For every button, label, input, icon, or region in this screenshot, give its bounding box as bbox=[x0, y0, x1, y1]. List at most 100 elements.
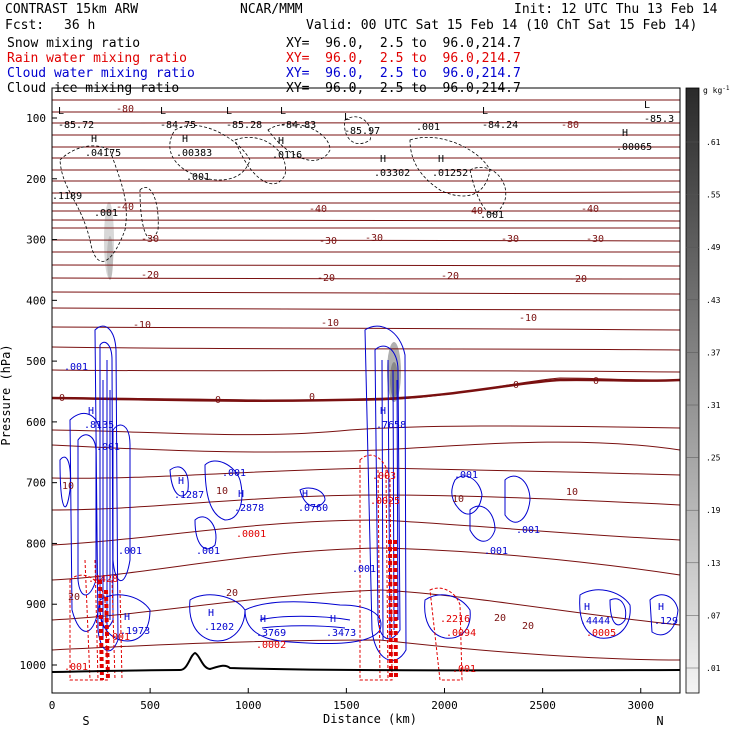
isotherm-label: 0 bbox=[309, 392, 315, 403]
rain-high-label: .2216 bbox=[440, 614, 470, 625]
isotherm-label: 10 bbox=[216, 486, 228, 497]
colorbar bbox=[685, 87, 700, 694]
colorbar-tick-label: .37 bbox=[706, 348, 721, 357]
contour-minor-label: .0094 bbox=[446, 628, 476, 639]
contour-minor-label: .001 bbox=[64, 662, 88, 673]
cloud-water-high-marker: H bbox=[658, 602, 664, 613]
cloud-water-high-marker: H bbox=[380, 406, 386, 417]
cloud-water-high-marker: H bbox=[584, 602, 590, 613]
contour-minor-label: .001 bbox=[416, 122, 440, 133]
field-snow-xy: XY= 96.0, 2.5 to 96.0,214.7 bbox=[286, 36, 521, 51]
cloud-water-high-marker: H bbox=[208, 608, 214, 619]
isotherm-label: -30 bbox=[319, 236, 337, 247]
y-tick-label: 500 bbox=[26, 355, 46, 368]
isotherm-label: -20 bbox=[317, 273, 335, 284]
colorbar-tick-label: .01 bbox=[706, 664, 721, 673]
isotherm-label: -40 bbox=[581, 204, 599, 215]
isotherm-label: -20 bbox=[569, 274, 587, 285]
low-marker: L bbox=[226, 106, 232, 117]
low-marker: L bbox=[58, 106, 64, 117]
isotherm-label: -10 bbox=[321, 318, 339, 329]
terrain-surface bbox=[52, 651, 680, 673]
low-value-label: -84.75 bbox=[160, 120, 196, 131]
contour-minor-label: .0005 bbox=[586, 628, 616, 639]
cloud-water-high-label: .4444 bbox=[580, 616, 610, 627]
isotherm-label: -20 bbox=[441, 271, 459, 282]
colorbar-tick-label: .25 bbox=[706, 454, 721, 463]
colorbar-labels: .01 .07 .13 .19 .25 .31 .37 .43 .49 .55 .61 bbox=[686, 138, 721, 673]
y-tick-label: 300 bbox=[26, 234, 46, 247]
y-tick-label: 200 bbox=[26, 173, 46, 186]
contour-minor-label: .001 bbox=[484, 546, 508, 557]
rain-high-label: .4428 bbox=[88, 574, 118, 585]
low-value-label: -84.24 bbox=[482, 120, 518, 131]
isotherm-label: 0 bbox=[513, 380, 519, 391]
y-axis-title: Pressure (hPa) bbox=[0, 344, 13, 445]
x-axis-title: Distance (km) bbox=[323, 712, 417, 726]
contour-minor-label: .0001 bbox=[236, 529, 266, 540]
x-axis-ticks: 0 500 1000 1500 2000 2500 3000 bbox=[49, 688, 654, 712]
isotherm-label: 20 bbox=[68, 592, 80, 603]
cloud-water-high-label: .2878 bbox=[234, 503, 264, 514]
snow-high-label: .03302 bbox=[374, 168, 410, 179]
snow-high-label: .04175 bbox=[85, 148, 121, 159]
low-value-label: -85.72 bbox=[58, 120, 94, 131]
valid-time: Valid: 00 UTC Sat 15 Feb 14 (10 ChT Sat … bbox=[306, 18, 698, 33]
contour-minor-label: .001 bbox=[452, 664, 476, 675]
low-marker: L bbox=[482, 106, 488, 117]
ice-shading-core bbox=[107, 236, 113, 280]
x-tick-label: 3000 bbox=[628, 699, 655, 712]
isotherm-label: 10 bbox=[62, 481, 74, 492]
colorbar-tick-label: .31 bbox=[706, 401, 721, 410]
center-label: NCAR/MMM bbox=[240, 2, 303, 17]
low-value-label: -85.28 bbox=[226, 120, 262, 131]
contour-minor-label: .001 bbox=[94, 208, 118, 219]
colorbar-tick-label: .07 bbox=[706, 611, 721, 620]
cloud-water-high-marker: H bbox=[302, 489, 308, 500]
isotherm-label: -40 bbox=[309, 204, 327, 215]
y-tick-label: 400 bbox=[26, 294, 46, 307]
x-tick-label: 0 bbox=[49, 699, 56, 712]
x-tick-label: 1500 bbox=[333, 699, 360, 712]
freezing-level-isotherm bbox=[52, 378, 680, 402]
snow-high-marker: H bbox=[91, 134, 97, 145]
cloud-water-high-label: .3769 bbox=[256, 628, 286, 639]
contour-minor-label: .001 bbox=[196, 546, 220, 557]
plot-title: CONTRAST 15km ARW bbox=[5, 2, 139, 17]
cloud-water-high-label: .0760 bbox=[298, 503, 328, 514]
low-value-label: -84.83 bbox=[280, 120, 316, 131]
chart-labels: -80 -80 -40 -40 -40 -40 -30 -30 -30 -30 -30 -20 -20 -… bbox=[52, 100, 678, 675]
isotherm-label: 10 bbox=[452, 494, 464, 505]
colorbar-tick-label: .61 bbox=[706, 138, 721, 147]
isotherm-label: -30 bbox=[141, 234, 159, 245]
isotherm-label: -40 bbox=[116, 202, 134, 213]
colorbar-tick-label: .55 bbox=[706, 191, 721, 200]
cloud-water-high-marker: H bbox=[124, 612, 130, 623]
isotherm-label: 20 bbox=[494, 613, 506, 624]
contour-minor-label: .001 bbox=[454, 470, 478, 481]
contour-minor-label: .001 bbox=[480, 210, 504, 221]
isotherm-label: -80 bbox=[561, 120, 579, 131]
cloud-water-high-marker: H bbox=[260, 614, 266, 625]
isotherm-label: -10 bbox=[519, 313, 537, 324]
isotherm-label: -30 bbox=[365, 233, 383, 244]
isotherm-label: 0 bbox=[593, 376, 599, 387]
plot-interior bbox=[52, 99, 680, 681]
contour-minor-label: .001 bbox=[64, 362, 88, 373]
rain-water-core bbox=[98, 539, 398, 681]
cloud-water-high-marker: H bbox=[88, 406, 94, 417]
snow-high-label: .00383 bbox=[176, 148, 212, 159]
colorbar-tick-label: .13 bbox=[706, 559, 721, 568]
contour-minor-label: .001 bbox=[106, 632, 130, 643]
y-tick-label: 800 bbox=[26, 537, 46, 550]
cloud-ice-contours bbox=[59, 116, 507, 262]
snow-high-label: .01252 bbox=[432, 168, 468, 179]
low-marker: L bbox=[344, 112, 350, 123]
colorbar-tick-label: .43 bbox=[706, 296, 721, 305]
snow-high-label: .00065 bbox=[616, 142, 652, 153]
x-end-left: S bbox=[82, 714, 89, 728]
contour-minor-label: .0002 bbox=[256, 640, 286, 651]
contour-minor-label: .001 bbox=[96, 442, 120, 453]
field-rain-xy: XY= 96.0, 2.5 to 96.0,214.7 bbox=[286, 51, 521, 66]
